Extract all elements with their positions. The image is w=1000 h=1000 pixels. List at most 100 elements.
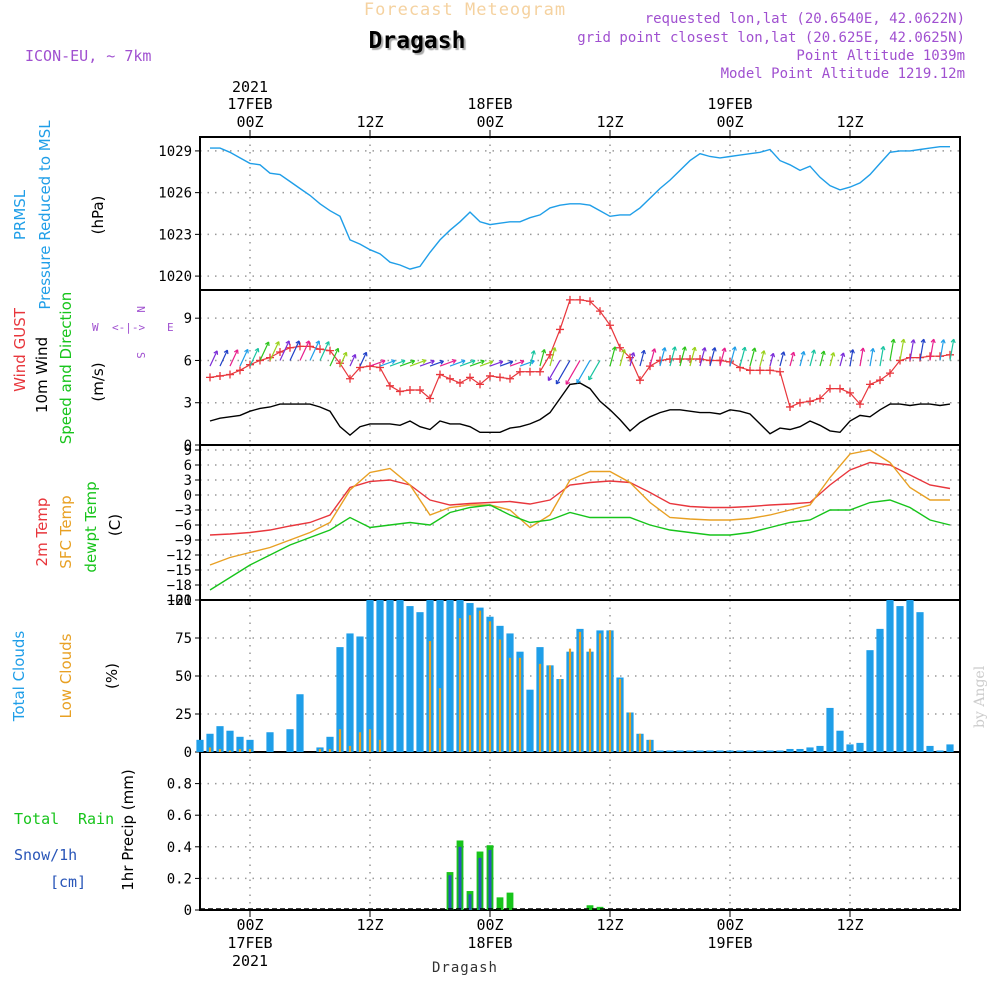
total-cloud-bar bbox=[246, 739, 254, 752]
gust-marker bbox=[766, 366, 774, 375]
wind-arrow-head bbox=[920, 338, 926, 344]
y-tick-label: 1020 bbox=[158, 269, 192, 285]
gust-marker bbox=[226, 370, 234, 379]
y-tick-label: 0 bbox=[184, 903, 192, 919]
wind-arrow-head bbox=[651, 348, 657, 353]
total-cloud-bar bbox=[366, 600, 374, 752]
y-tick-label: 100 bbox=[167, 593, 192, 609]
total-cloud-bar bbox=[436, 600, 444, 752]
top-date-label: 17FEB bbox=[227, 95, 272, 113]
compass-west: W bbox=[92, 321, 99, 334]
y-tick-label: 1026 bbox=[158, 186, 192, 202]
bottom-time-label: 12Z bbox=[356, 916, 383, 934]
gust-marker bbox=[666, 355, 674, 364]
total-cloud-bar bbox=[686, 750, 694, 752]
total-cloud-bar bbox=[726, 750, 734, 752]
low-cloud-bar bbox=[578, 631, 582, 752]
total-cloud-bar bbox=[776, 750, 784, 752]
wind-arrow-head bbox=[244, 348, 249, 354]
gust-marker bbox=[286, 343, 294, 352]
low-cloud-bar bbox=[558, 679, 562, 752]
total-cloud-bar bbox=[786, 748, 794, 752]
wind-direction-arrow bbox=[899, 339, 905, 361]
gust-marker bbox=[856, 400, 864, 409]
wind-label-10m: 10m Wind bbox=[33, 337, 51, 413]
total-cloud-bar bbox=[886, 600, 894, 752]
rain-bar bbox=[586, 905, 594, 910]
y-tick-label: 9 bbox=[184, 443, 192, 459]
wind-direction-arrow bbox=[859, 347, 864, 367]
cloud-label-low: Low Clouds bbox=[57, 633, 75, 718]
gust-marker bbox=[446, 374, 454, 383]
snow-bar bbox=[448, 875, 452, 910]
gust-marker bbox=[876, 376, 884, 385]
wind-direction-arrow bbox=[949, 339, 955, 361]
wind-arrow-head bbox=[530, 350, 536, 355]
wind-arrow-head bbox=[630, 352, 636, 357]
gust-marker bbox=[416, 386, 424, 395]
bottom-time-label: 12Z bbox=[836, 916, 863, 934]
wind-direction-arrow bbox=[419, 360, 435, 367]
precip-label-rain: Rain bbox=[78, 810, 114, 828]
wind-direction-arrow bbox=[299, 340, 310, 361]
wind-arrow-head bbox=[551, 347, 557, 352]
gust-marker bbox=[696, 355, 704, 364]
wind-direction-arrow bbox=[679, 346, 686, 367]
wind-direction-arrow bbox=[629, 352, 635, 367]
wind-arrow-head bbox=[233, 349, 239, 354]
total-cloud-bar bbox=[916, 612, 924, 752]
y-tick-label: 0 bbox=[184, 745, 192, 761]
total-cloud-bar bbox=[816, 745, 824, 752]
wind-direction-arrow bbox=[929, 339, 935, 361]
total-cloud-bar bbox=[696, 750, 704, 752]
low-cloud-bar bbox=[648, 739, 652, 752]
top-time-label: 00Z bbox=[236, 113, 263, 131]
gust-marker bbox=[826, 384, 834, 393]
compass-axis: <-|-> bbox=[112, 321, 145, 334]
wind-arrow-head bbox=[400, 359, 406, 365]
low-cloud-bar bbox=[208, 747, 212, 752]
total-cloud-bar bbox=[326, 736, 334, 752]
low-cloud-bar bbox=[538, 663, 542, 752]
top-time-label: 12Z bbox=[356, 113, 383, 131]
wind-arrow-head bbox=[451, 358, 457, 364]
grid-point-coords: grid point closest lon,lat (20.625E, 42.… bbox=[577, 30, 965, 46]
total-cloud-bar bbox=[236, 736, 244, 752]
wind-direction-arrow bbox=[909, 339, 915, 361]
wind-arrow-head bbox=[910, 339, 916, 344]
wind-arrow-head bbox=[334, 347, 340, 353]
gust-marker bbox=[716, 356, 724, 365]
panel-frame bbox=[199, 136, 961, 291]
rain-bar bbox=[496, 897, 504, 910]
total-cloud-bar bbox=[386, 600, 394, 752]
gust-marker bbox=[406, 386, 414, 395]
wind-arrow-head bbox=[305, 340, 311, 345]
total-cloud-bar bbox=[666, 750, 674, 752]
gust-marker bbox=[646, 362, 654, 371]
low-cloud-bar bbox=[438, 688, 442, 752]
total-cloud-bar bbox=[706, 750, 714, 752]
top-date-label: 18FEB bbox=[467, 95, 512, 113]
point-altitude: Point Altitude 1039m bbox=[796, 48, 965, 64]
bottom-year-label: 2021 bbox=[232, 952, 268, 970]
wind-direction-arrow bbox=[519, 360, 535, 367]
wind-direction-arrow bbox=[209, 350, 218, 367]
panel-frame bbox=[199, 289, 961, 446]
wind-direction-arrow bbox=[779, 351, 785, 367]
wind-direction-arrow bbox=[789, 352, 795, 367]
wind-direction-arrow bbox=[289, 340, 300, 361]
gust-marker bbox=[506, 374, 514, 383]
low-cloud-bar bbox=[478, 610, 482, 752]
low-cloud-bar bbox=[608, 630, 612, 752]
wind-direction-arrow bbox=[549, 347, 556, 367]
wind-direction-arrow bbox=[689, 347, 696, 367]
total-cloud-bar bbox=[856, 742, 864, 752]
forecast-title: Forecast Meteogram bbox=[364, 0, 566, 20]
total-cloud-bar bbox=[206, 733, 214, 752]
total-cloud-bar bbox=[836, 730, 844, 752]
y-tick-label: −9 bbox=[175, 533, 192, 549]
wind-arrow-head bbox=[770, 352, 776, 358]
wind-arrow-head bbox=[830, 352, 836, 357]
gust-marker bbox=[686, 355, 694, 364]
y-tick-label: 6 bbox=[184, 353, 192, 369]
